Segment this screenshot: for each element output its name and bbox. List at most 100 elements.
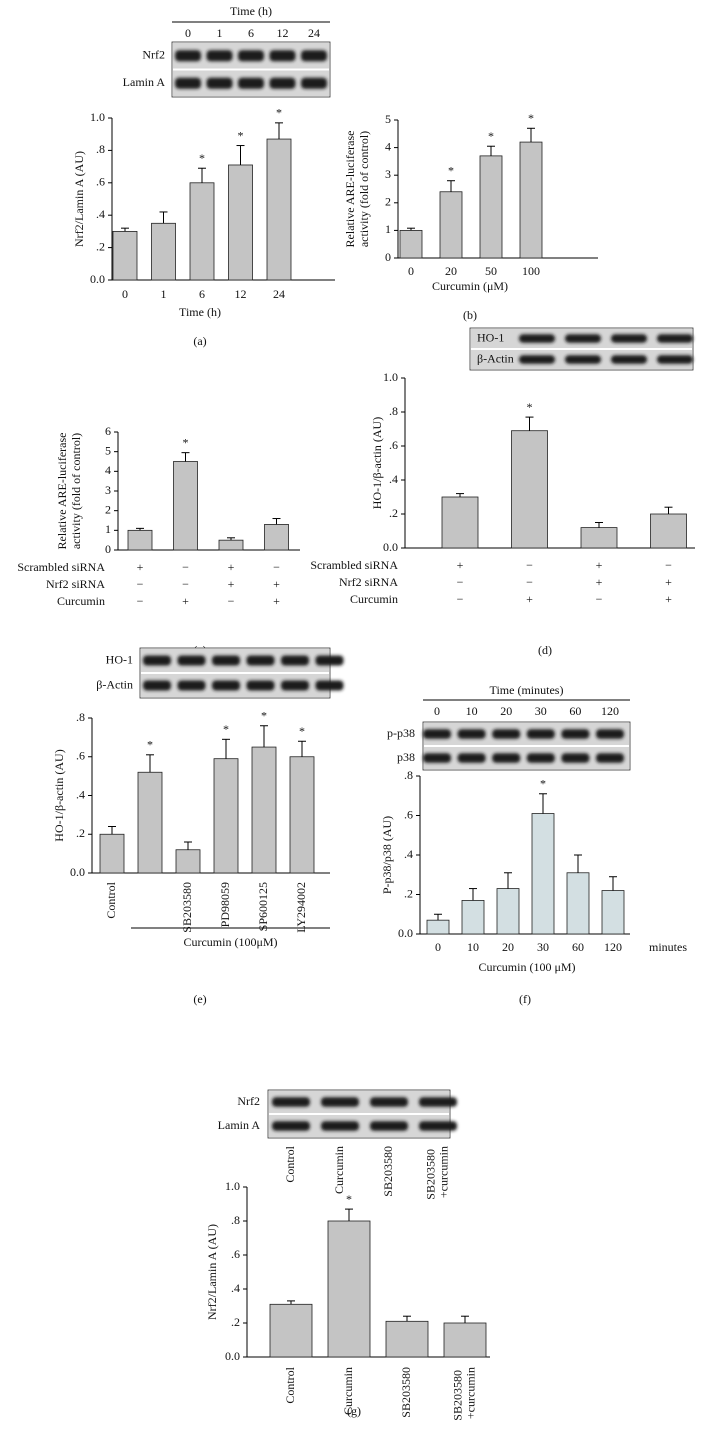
y-axis-label: Relative ARE-luciferase: [55, 433, 69, 550]
blot-band: [175, 50, 201, 62]
treatment-sign: +: [228, 577, 235, 591]
y-tick-label: .6: [404, 807, 413, 821]
treatment-sign: +: [137, 560, 144, 574]
blot-lane-label: 60: [569, 704, 581, 718]
treatment-sign: +: [182, 594, 189, 608]
panel-label: (d): [538, 643, 552, 657]
blot-band: [272, 1097, 310, 1107]
y-tick-label: .6: [389, 438, 398, 452]
y-tick-label: 3: [385, 167, 391, 181]
bar: [137, 771, 163, 874]
x-tick-label: 24: [273, 287, 285, 301]
bar: [531, 813, 555, 935]
blot-lane-label: 6: [248, 26, 254, 40]
blot-band: [246, 680, 275, 691]
y-tick-label: 1: [385, 222, 391, 236]
panel-label: (b): [463, 308, 477, 322]
blot-band: [419, 1097, 457, 1107]
blot-band: [212, 680, 240, 691]
blot-band: [519, 355, 555, 364]
blot-band: [370, 1121, 408, 1131]
y-axis-label: activity (fold of control): [357, 131, 371, 247]
bar: [218, 539, 244, 551]
panel-label: (a): [193, 334, 206, 348]
bar: [127, 529, 153, 551]
y-axis-label: HO-1/β-actin (AU): [370, 417, 384, 509]
blot-band: [238, 50, 264, 62]
significance-mark: *: [528, 111, 534, 125]
bar: [385, 1320, 429, 1358]
treatment-sign: −: [182, 560, 189, 574]
blot-band: [238, 77, 264, 89]
blot-band: [315, 680, 344, 691]
treatment-sign: +: [273, 577, 280, 591]
x-tick-label: 50: [485, 264, 497, 278]
treatment-label: Scrambled siRNA: [17, 560, 105, 574]
blot-lane-label: SB203580: [381, 1146, 395, 1197]
y-tick-label: 5: [105, 443, 111, 457]
significance-mark: *: [299, 724, 305, 738]
blot-band: [457, 729, 486, 739]
blot-row-label: β-Actin: [477, 351, 514, 365]
y-axis-label: Nrf2/Lamin A (AU): [72, 151, 86, 247]
blot-band: [301, 77, 327, 89]
blot-row-label: Nrf2: [237, 1094, 260, 1108]
x-tick-label: PD98059: [218, 882, 232, 927]
blot-band: [423, 753, 451, 763]
blot-band: [519, 334, 555, 343]
y-tick-label: 1.0: [90, 110, 105, 124]
bar: [266, 138, 292, 281]
x-axis-label: Time (h): [179, 305, 221, 319]
blot-band: [143, 655, 171, 666]
bar: [289, 756, 315, 874]
y-tick-label: .8: [389, 404, 398, 418]
bar: [228, 164, 253, 281]
x-tick-label: 10: [467, 940, 479, 954]
blot-row-label: Lamin A: [218, 1118, 261, 1132]
blot-lane-label: 12: [277, 26, 289, 40]
blot-band: [269, 50, 296, 62]
group-label: Curcumin (100μM): [183, 935, 277, 949]
bar: [461, 900, 485, 935]
blot-lane-label: Curcumin: [332, 1146, 346, 1194]
x-axis-label: Curcumin (μM): [432, 279, 508, 293]
significance-mark: *: [448, 163, 454, 177]
blot-row-label: p38: [397, 750, 415, 764]
blot-band: [457, 753, 486, 763]
treatment-sign: −: [228, 594, 235, 608]
blot-row-label: Nrf2: [142, 48, 165, 62]
y-tick-label: .2: [76, 826, 85, 840]
blot-band: [370, 1097, 408, 1107]
treatment-label: Curcumin: [350, 592, 398, 606]
y-tick-label: .4: [389, 472, 398, 486]
y-tick-label: .6: [96, 175, 105, 189]
treatment-sign: −: [457, 592, 464, 606]
significance-mark: *: [346, 1192, 352, 1206]
x-axis-label: Curcumin (100 μM): [478, 960, 575, 974]
x-tick-label: 12: [235, 287, 247, 301]
bar: [327, 1220, 371, 1358]
x-tick-label: 120: [604, 940, 622, 954]
blot-strip: [424, 747, 629, 769]
treatment-sign: −: [665, 558, 672, 572]
x-tick-label: LY294002: [294, 882, 308, 933]
blot-band: [269, 77, 296, 89]
blot-lane-label: 24: [308, 26, 320, 40]
significance-mark: *: [183, 435, 189, 449]
y-tick-label: .8: [96, 142, 105, 156]
bar: [439, 191, 463, 259]
blot-band: [301, 50, 327, 62]
bar: [264, 524, 289, 551]
y-tick-label: 1.0: [383, 370, 398, 384]
blot-lane-label: SB203580 +curcumin: [423, 1146, 450, 1200]
blot-band: [565, 355, 601, 364]
y-tick-label: 2: [385, 195, 391, 209]
treatment-sign: −: [137, 594, 144, 608]
x-tick-label: 30: [537, 940, 549, 954]
bar: [251, 746, 277, 874]
blot-band: [175, 77, 201, 89]
treatment-label: Nrf2 siRNA: [46, 577, 105, 591]
significance-mark: *: [223, 722, 229, 736]
treatment-sign: −: [182, 577, 189, 591]
x-tick-label: 20: [502, 940, 514, 954]
